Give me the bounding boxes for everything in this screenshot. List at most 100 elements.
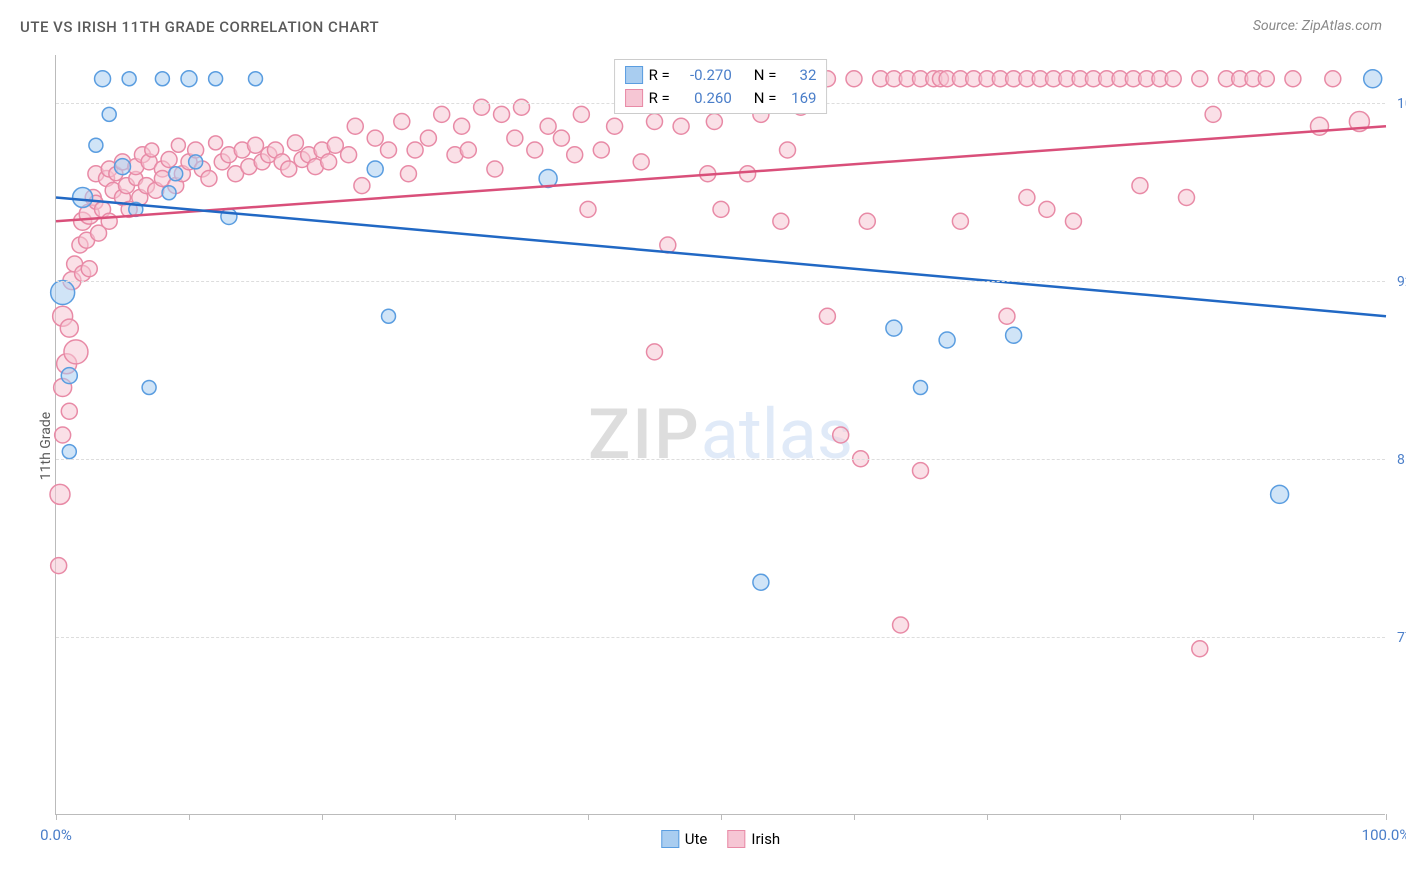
point-irish xyxy=(952,213,968,229)
point-irish xyxy=(64,340,88,364)
point-irish xyxy=(407,142,423,158)
point-irish xyxy=(494,106,510,122)
point-ute xyxy=(62,445,76,459)
gridline: 77.5% xyxy=(56,637,1385,638)
point-irish xyxy=(1285,71,1301,87)
x-tick xyxy=(56,814,57,820)
gridline: 85.0% xyxy=(56,459,1385,460)
irish-swatch-icon xyxy=(625,89,643,107)
point-ute xyxy=(142,381,156,395)
point-irish xyxy=(1258,71,1274,87)
point-irish xyxy=(567,147,583,163)
point-irish xyxy=(819,308,835,324)
point-irish xyxy=(706,114,722,130)
point-ute xyxy=(753,574,769,590)
point-irish xyxy=(540,118,556,134)
point-ute xyxy=(189,155,203,169)
point-irish xyxy=(773,213,789,229)
point-irish xyxy=(1192,71,1208,87)
point-irish xyxy=(287,135,303,151)
point-irish xyxy=(893,617,909,633)
point-ute xyxy=(367,161,383,177)
point-ute xyxy=(914,381,928,395)
point-irish xyxy=(161,152,177,168)
point-irish xyxy=(341,147,357,163)
point-irish xyxy=(593,142,609,158)
point-irish xyxy=(51,558,67,574)
point-irish xyxy=(999,308,1015,324)
point-ute xyxy=(61,368,77,384)
point-irish xyxy=(913,463,929,479)
x-tick xyxy=(721,814,722,820)
point-irish xyxy=(833,427,849,443)
point-irish xyxy=(367,130,383,146)
x-tick xyxy=(455,814,456,820)
point-ute xyxy=(115,159,131,175)
x-tick xyxy=(322,814,323,820)
point-irish xyxy=(580,201,596,217)
point-irish xyxy=(354,178,370,194)
x-tick xyxy=(588,814,589,820)
point-irish xyxy=(846,71,862,87)
irish-swatch-icon xyxy=(727,830,745,848)
point-irish xyxy=(460,142,476,158)
point-irish xyxy=(1325,71,1341,87)
chart-title: UTE VS IRISH 11TH GRADE CORRELATION CHAR… xyxy=(20,18,379,36)
point-irish xyxy=(61,403,77,419)
point-irish xyxy=(394,114,410,130)
point-irish xyxy=(434,106,450,122)
point-irish xyxy=(647,344,663,360)
legend-row-irish: R = 0.260 N = 169 xyxy=(625,87,817,110)
ute-swatch-icon xyxy=(625,66,643,84)
point-irish xyxy=(55,427,71,443)
point-irish xyxy=(1205,106,1221,122)
legend-correlation: R = -0.270 N = 32 R = 0.260 N = 169 xyxy=(614,59,828,114)
x-tick xyxy=(1253,814,1254,820)
point-irish xyxy=(740,166,756,182)
point-ute xyxy=(1364,70,1382,88)
point-irish xyxy=(607,118,623,134)
point-ute xyxy=(51,281,75,305)
point-irish xyxy=(1132,178,1148,194)
point-irish xyxy=(101,213,117,229)
x-tick-label: 100.0% xyxy=(1362,826,1406,844)
point-ute xyxy=(89,138,103,152)
legend-item-ute: Ute xyxy=(661,830,708,848)
legend-item-irish: Irish xyxy=(727,830,780,848)
point-ute xyxy=(249,72,263,86)
plot-area: ZIPatlas 100.0%92.5%85.0%77.5% 0.0%100.0… xyxy=(55,55,1385,815)
point-irish xyxy=(487,161,503,177)
point-irish xyxy=(673,118,689,134)
point-ute xyxy=(122,72,136,86)
y-tick-label: 92.5% xyxy=(1389,274,1406,290)
x-tick xyxy=(189,814,190,820)
point-irish xyxy=(321,154,337,170)
point-irish xyxy=(507,130,523,146)
n-label: N = xyxy=(754,64,777,87)
point-irish xyxy=(145,143,159,157)
gridline: 92.5% xyxy=(56,281,1385,282)
legend-row-ute: R = -0.270 N = 32 xyxy=(625,64,817,87)
x-tick-label: 0.0% xyxy=(40,826,72,844)
point-ute xyxy=(1271,485,1289,503)
point-ute xyxy=(95,71,111,87)
point-ute xyxy=(155,72,169,86)
scatter-svg xyxy=(56,55,1386,815)
point-ute xyxy=(209,72,223,86)
point-ute xyxy=(102,107,116,121)
point-irish xyxy=(1179,190,1195,206)
r-value: -0.270 xyxy=(676,64,732,87)
y-tick-label: 85.0% xyxy=(1389,452,1406,468)
point-irish xyxy=(1019,190,1035,206)
y-tick-label: 100.0% xyxy=(1389,96,1406,112)
point-ute xyxy=(886,320,902,336)
point-ute xyxy=(382,309,396,323)
point-ute xyxy=(181,71,197,87)
y-tick-label: 77.5% xyxy=(1389,630,1406,646)
point-irish xyxy=(1065,213,1081,229)
r-value: 0.260 xyxy=(676,87,732,110)
point-irish xyxy=(633,154,649,170)
n-label: N = xyxy=(754,87,777,110)
point-irish xyxy=(171,138,185,152)
source-label: Source: ZipAtlas.com xyxy=(1253,18,1382,34)
